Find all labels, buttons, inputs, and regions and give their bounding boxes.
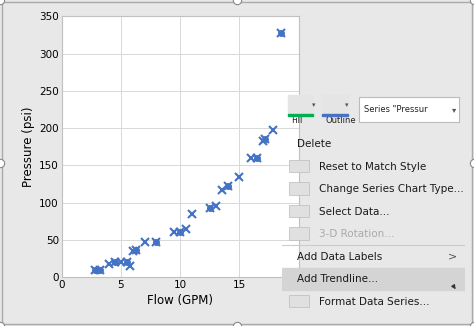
Text: Outline: Outline — [326, 116, 356, 125]
Text: Add Data Labels: Add Data Labels — [297, 252, 382, 262]
Bar — [289, 295, 310, 307]
Text: Change Series Chart Type...: Change Series Chart Type... — [319, 184, 463, 194]
Text: Add Trendline...: Add Trendline... — [297, 274, 378, 284]
Text: >: > — [448, 252, 457, 262]
Text: Reset to Match Style: Reset to Match Style — [319, 162, 426, 172]
Text: ▾: ▾ — [345, 102, 348, 108]
Bar — [322, 114, 348, 116]
Bar — [288, 95, 313, 115]
Bar — [359, 97, 459, 122]
Bar — [322, 95, 348, 115]
Bar — [288, 114, 313, 116]
Text: Fill: Fill — [291, 116, 302, 125]
Bar — [289, 160, 310, 172]
Bar — [289, 227, 310, 240]
Text: Select Data...: Select Data... — [319, 207, 389, 217]
Text: 3-D Rotation...: 3-D Rotation... — [319, 229, 394, 239]
Y-axis label: Pressure (psi): Pressure (psi) — [22, 107, 35, 187]
Text: Series "Pressur: Series "Pressur — [364, 105, 428, 114]
Text: ▾: ▾ — [452, 105, 456, 114]
Text: Format Data Series...: Format Data Series... — [319, 297, 429, 307]
Bar — [289, 182, 310, 195]
X-axis label: Flow (GPM): Flow (GPM) — [147, 294, 213, 307]
Bar — [289, 205, 310, 217]
Bar — [282, 268, 465, 290]
Text: Delete: Delete — [297, 139, 331, 149]
Text: ▾: ▾ — [312, 102, 316, 108]
